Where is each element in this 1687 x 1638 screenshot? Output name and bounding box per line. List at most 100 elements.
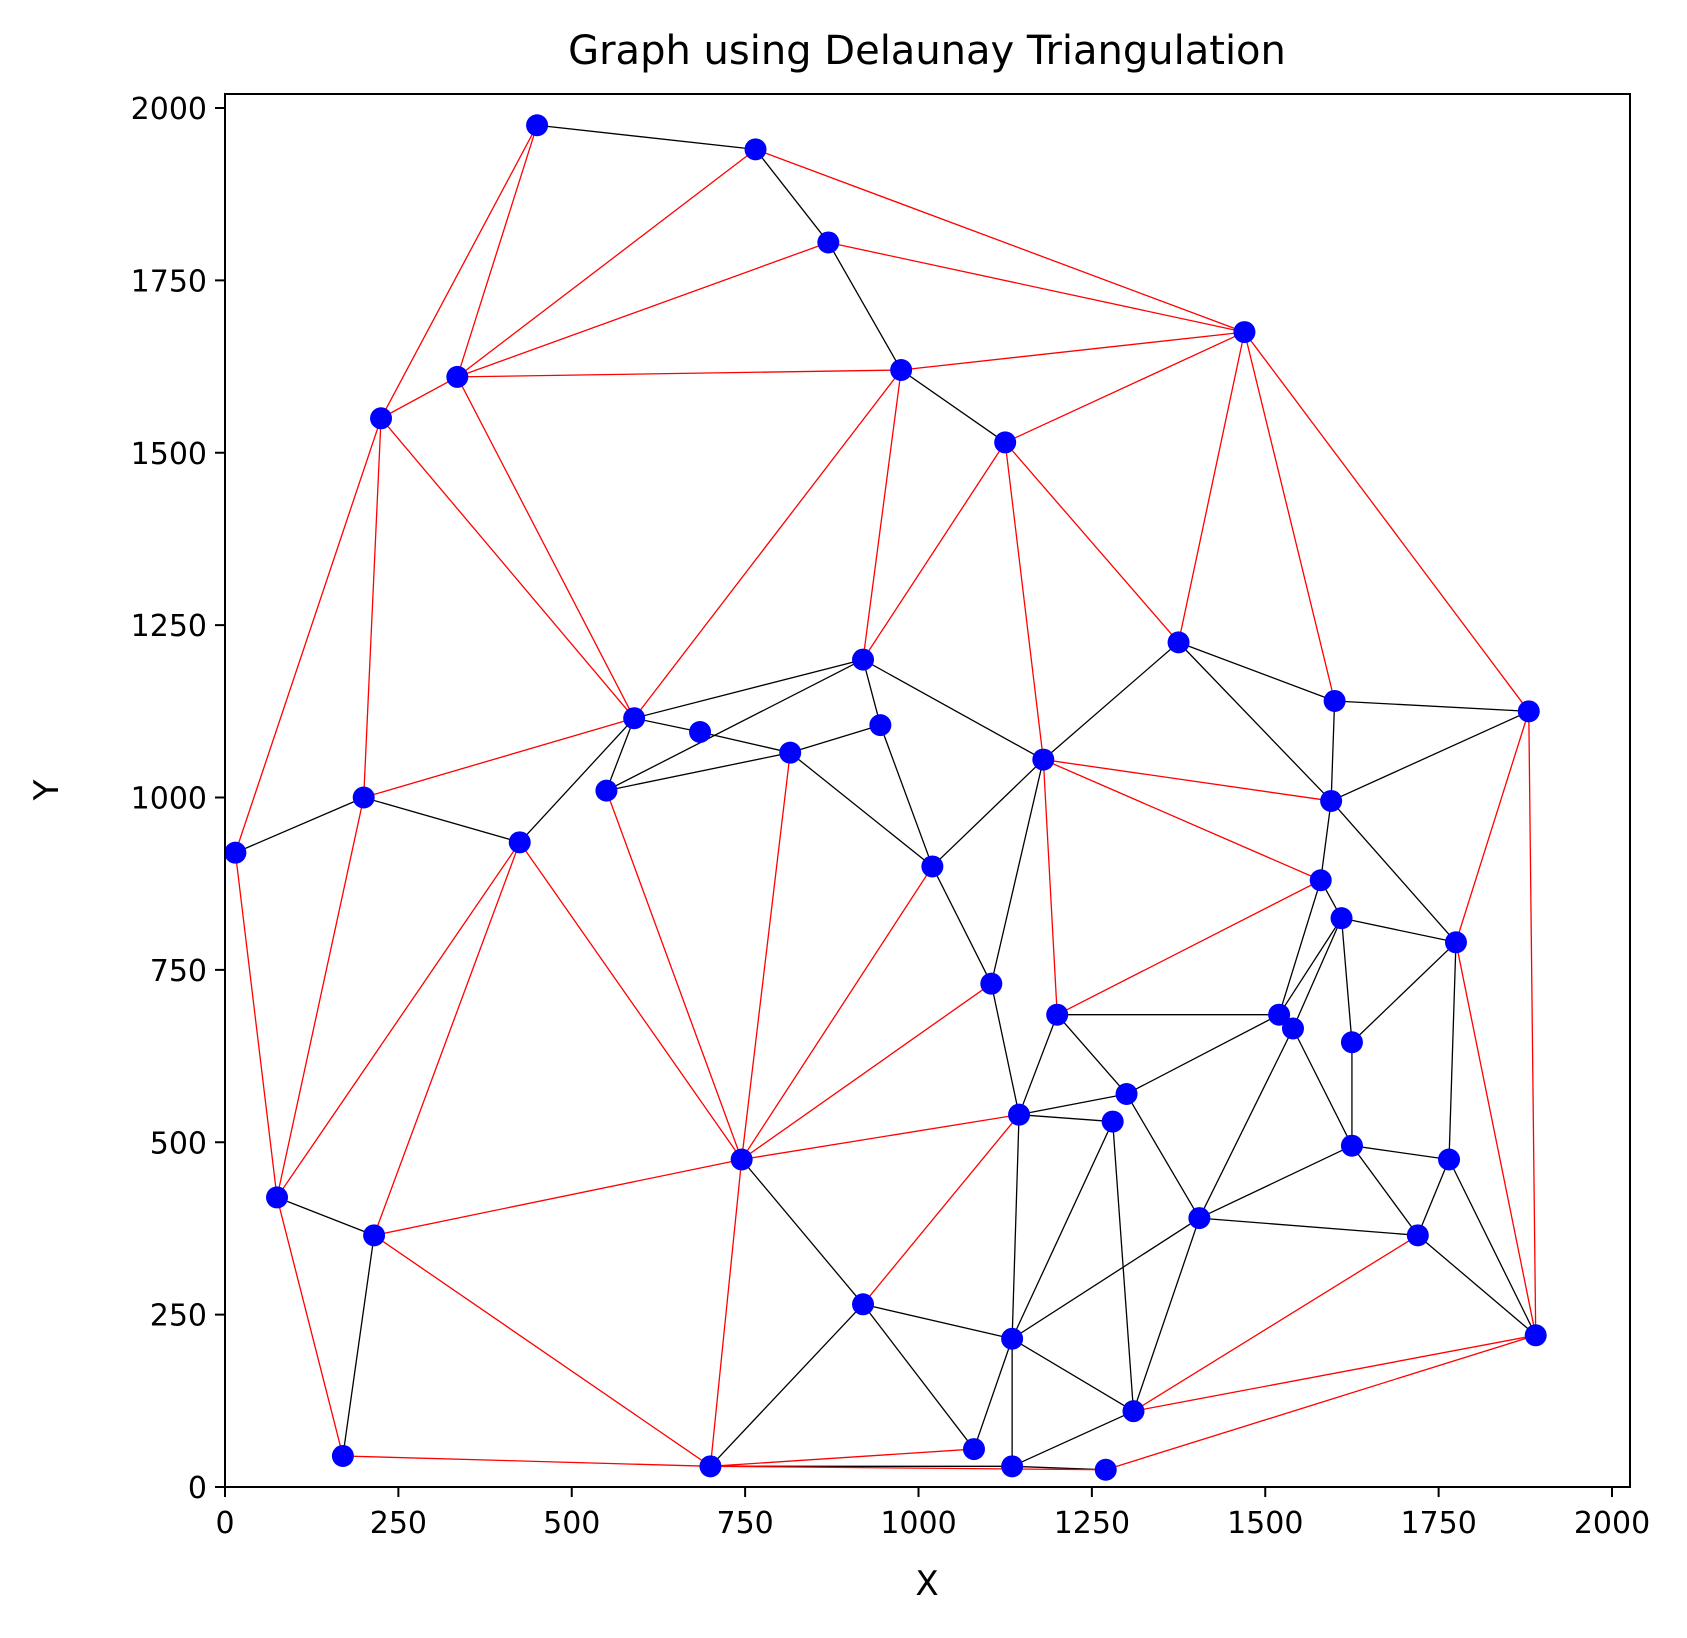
y-axis-label: Y: [27, 779, 67, 801]
data-point-21: [508, 831, 531, 854]
red-edge-4: [457, 241, 829, 378]
data-point-1: [744, 138, 767, 161]
red-edge-17: [456, 376, 635, 719]
black-edge-53: [1417, 1234, 1537, 1336]
x-tick-label-5: 1250: [1054, 1506, 1130, 1541]
black-edges: [235, 124, 1537, 1471]
black-edge-34: [1340, 918, 1353, 1043]
red-edge-50: [1133, 1234, 1419, 1412]
data-point-27: [1046, 1003, 1069, 1026]
red-edge-16: [1004, 441, 1180, 643]
black-edge-0: [537, 124, 756, 151]
data-point-7: [370, 407, 393, 430]
red-edge-12: [862, 369, 902, 660]
data-point-13: [623, 707, 646, 730]
data-point-46: [962, 1438, 985, 1461]
x-tick-label-4: 1000: [880, 1506, 956, 1541]
y-axis-ticks: 0 250 500 750 1000 1250 1500 1750 2000: [131, 92, 225, 1506]
black-edge-56: [342, 1235, 375, 1457]
black-edge-58: [709, 1303, 864, 1467]
red-edge-49: [1105, 1334, 1536, 1471]
black-edge-57: [741, 1159, 864, 1305]
red-edge-37: [741, 983, 992, 1161]
red-edge-6: [457, 369, 902, 378]
black-edge-1: [755, 148, 829, 243]
data-point-39: [1188, 1207, 1211, 1230]
data-point-23: [1309, 869, 1332, 892]
red-edge-44: [373, 1234, 711, 1467]
black-edge-59: [862, 1303, 1013, 1340]
red-edge-1: [380, 124, 538, 419]
black-edge-7: [1178, 641, 1332, 802]
red-edge-19: [380, 417, 635, 719]
red-edge-35: [519, 841, 743, 1160]
x-tick-label-6: 1500: [1227, 1506, 1303, 1541]
black-edge-9: [1330, 710, 1530, 802]
red-edge-8: [1004, 331, 1245, 443]
black-edge-17: [790, 724, 881, 754]
red-edge-47: [1455, 942, 1537, 1336]
black-edge-26: [931, 866, 992, 984]
x-tick-label-8: 2000: [1574, 1506, 1650, 1541]
red-edge-34: [373, 842, 521, 1236]
red-edge-10: [1243, 331, 1336, 702]
black-edge-61: [1011, 1114, 1020, 1339]
x-tick-label-2: 500: [543, 1506, 600, 1541]
red-edge-32: [234, 852, 278, 1198]
data-point-15: [779, 741, 802, 764]
y-tick-label-2: 500: [150, 1126, 207, 1161]
y-tick-label-0: 0: [188, 1471, 207, 1506]
red-edge-2: [456, 148, 756, 378]
black-edge-14: [634, 717, 701, 733]
red-edge-25: [1043, 758, 1332, 802]
black-edge-39: [990, 983, 1020, 1115]
red-edge-20: [363, 418, 382, 798]
black-edge-35: [1351, 941, 1457, 1043]
red-edge-5: [828, 241, 1245, 333]
black-edge-19: [519, 717, 635, 843]
data-point-11: [1517, 700, 1540, 723]
red-edge-40: [709, 1159, 743, 1467]
black-edge-13: [862, 659, 1044, 761]
data-point-36: [730, 1148, 753, 1171]
data-point-31: [1115, 1082, 1138, 1105]
y-tick-label-3: 750: [150, 954, 207, 989]
y-tick-label-1: 250: [150, 1299, 207, 1334]
data-point-37: [266, 1186, 289, 1209]
data-point-25: [1444, 931, 1467, 954]
red-edge-27: [1042, 759, 1058, 1015]
data-point-5: [446, 365, 469, 388]
red-edges: [234, 124, 1537, 1471]
data-point-32: [1008, 1103, 1031, 1126]
black-edge-63: [1011, 1217, 1200, 1340]
data-point-49: [1094, 1458, 1117, 1481]
x-tick-label-7: 1750: [1400, 1506, 1476, 1541]
red-edge-41: [862, 1114, 1020, 1305]
black-edge-8: [1330, 700, 1336, 801]
black-edge-20: [879, 724, 933, 867]
red-edge-28: [1056, 879, 1322, 1016]
red-edge-43: [342, 1455, 711, 1467]
red-edge-31: [276, 797, 365, 1198]
data-point-45: [331, 1444, 354, 1467]
black-edge-4: [1178, 641, 1335, 702]
y-tick-label-5: 1250: [131, 609, 207, 644]
black-edge-43: [1292, 1028, 1353, 1146]
data-point-48: [699, 1455, 722, 1478]
red-edge-23: [1528, 711, 1537, 1336]
black-edge-30: [1341, 917, 1457, 943]
black-edge-31: [1278, 880, 1322, 1015]
y-tick-label-7: 1750: [131, 264, 207, 299]
black-edge-33: [1292, 917, 1343, 1029]
data-point-4: [1233, 321, 1256, 344]
black-edge-55: [276, 1196, 375, 1236]
black-edge-51: [1351, 1145, 1419, 1236]
red-edge-11: [1243, 331, 1530, 712]
black-edge-52: [1448, 1159, 1537, 1336]
red-edge-22: [1455, 711, 1530, 943]
black-edge-15: [699, 731, 791, 754]
black-edge-47: [1199, 1145, 1353, 1219]
black-edge-24: [363, 796, 520, 843]
y-tick-label-6: 1500: [131, 437, 207, 472]
red-edge-7: [901, 331, 1245, 371]
